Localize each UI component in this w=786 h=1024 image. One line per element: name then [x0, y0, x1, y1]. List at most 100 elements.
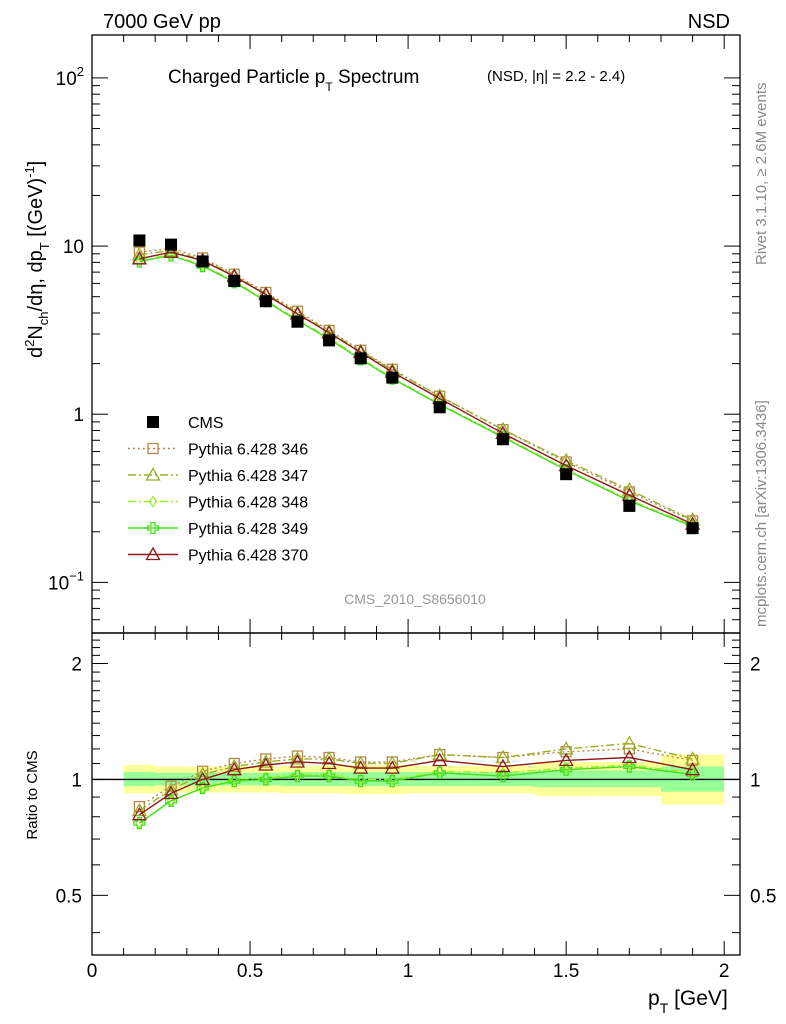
point-cms — [133, 234, 146, 247]
y-tick-label: 1 — [71, 770, 82, 791]
ratio-point-pythia-6-428-370 — [321, 755, 337, 770]
point-cms — [196, 255, 209, 268]
point-cms — [623, 499, 636, 512]
rivet-label: Rivet 3.1.10, ≥ 2.6M events — [753, 83, 770, 266]
ratio-point-pythia-6-428-370 — [163, 785, 179, 800]
legend-label-pythia-6-428-349: Pythia 6.428 349 — [188, 521, 308, 538]
ratio-point-pythia-6-428-370 — [131, 806, 148, 821]
point-cms — [228, 274, 241, 287]
ratio-point-pythia-6-428-370 — [621, 749, 637, 764]
chart-title-extra: (NSD, |η| = 2.2 - 2.4) — [487, 68, 625, 85]
ratio-point-pythia-6-428-347 — [289, 751, 306, 765]
x-tick-label: 1.5 — [553, 961, 579, 982]
y-tick-label: 0.5 — [56, 886, 82, 907]
y-tick-label: 10−1 — [48, 568, 84, 594]
point-cms — [433, 401, 446, 414]
point-pythia-6-428-347 — [131, 246, 148, 261]
y-tick-label: 1 — [73, 405, 84, 426]
ratio-point-pythia-6-428-346 — [291, 750, 304, 762]
chart-title: Charged Particle pT Spectrum — [168, 67, 419, 94]
y-tick-label: 102 — [56, 64, 84, 90]
header-right: NSD — [688, 11, 730, 33]
ratio-point-pythia-6-428-349 — [496, 769, 510, 783]
ratio-point-pythia-6-428-349 — [259, 773, 273, 786]
legend: CMS Pythia 6.428 346 Pythia 6.428 347 Pythi… — [128, 415, 308, 565]
ratio-point-pythia-6-428-349 — [322, 769, 336, 783]
series-line-pythia-6-428-349 — [139, 254, 693, 528]
ratio-point-pythia-6-428-347 — [226, 758, 242, 773]
ratio-point-pythia-6-428-370 — [558, 752, 574, 767]
top-panel-series — [131, 234, 701, 535]
ratio-point-pythia-6-428-370 — [289, 754, 306, 768]
x-tick-label: 2 — [719, 961, 730, 982]
ratio-point-pythia-6-428-346 — [196, 765, 209, 777]
ratio-point-pythia-6-428-370 — [226, 761, 242, 776]
ratio-point-pythia-6-428-349 — [386, 774, 399, 788]
top-panel-frame — [91, 34, 741, 634]
y-tick-label-right: 2 — [750, 654, 761, 675]
ratio-point-pythia-6-428-370 — [353, 760, 369, 774]
point-pythia-6-428-370 — [131, 250, 148, 265]
legend-marker-pythia-6-428-348 — [148, 495, 158, 508]
header-left: 7000 GeV pp — [103, 11, 221, 33]
legend-marker-pythia-6-428-349 — [146, 521, 160, 535]
point-cms — [496, 433, 509, 446]
ratio-point-pythia-6-428-347 — [621, 735, 637, 750]
ratio-point-pythia-6-428-349 — [354, 774, 367, 788]
ratio-point-pythia-6-428-370 — [495, 758, 511, 773]
analysis-watermark: CMS_2010_S8656010 — [344, 591, 486, 607]
legend-marker-pythia-6-428-347 — [145, 467, 161, 481]
ratio-point-pythia-6-428-370 — [684, 761, 701, 776]
ratio-line-pythia-6-428-348 — [139, 764, 693, 824]
legend-label-pythia-6-428-346: Pythia 6.428 346 — [188, 442, 308, 459]
mcplots-label: mcplots.cern.ch [arXiv:1306.3436] — [753, 400, 770, 627]
point-cms — [354, 352, 367, 365]
top-y-axis-label: d2Nch/dη, dpT [(GeV)-1] — [22, 161, 52, 358]
ratio-point-pythia-6-428-347 — [131, 802, 148, 817]
ratio-point-pythia-6-428-349 — [291, 769, 304, 783]
point-pythia-6-428-349 — [133, 255, 146, 268]
ratio-point-pythia-6-428-370 — [195, 771, 211, 786]
ratio-line-pythia-6-428-346 — [139, 748, 693, 808]
y-tick-label: 2 — [71, 654, 82, 675]
ratio-line-pythia-6-428-370 — [139, 756, 693, 816]
ratio-point-pythia-6-428-370 — [432, 752, 448, 767]
x-tick-label: 0 — [87, 961, 98, 982]
legend-label-pythia-6-428-347: Pythia 6.428 347 — [188, 468, 308, 485]
ratio-panel-series — [131, 735, 701, 830]
ratio-point-pythia-6-428-346 — [260, 753, 272, 765]
point-cms — [686, 522, 699, 535]
ratio-point-pythia-6-428-347 — [432, 746, 448, 761]
point-cms — [291, 315, 304, 328]
point-cms — [560, 468, 573, 481]
top-panel-axes: 102 10 1 10−1 — [48, 34, 741, 634]
ratio-panel-frame — [91, 632, 741, 956]
x-tick-label: 1 — [403, 961, 414, 982]
x-tick-label: 0.5 — [237, 961, 263, 982]
point-cms — [386, 371, 399, 384]
ratio-point-pythia-6-428-349 — [196, 781, 209, 795]
legend-marker-cms — [147, 416, 159, 428]
ratio-point-pythia-6-428-349 — [228, 774, 241, 788]
ratio-point-pythia-6-428-346 — [228, 757, 240, 770]
ratio-point-pythia-6-428-347 — [495, 749, 511, 764]
ratio-point-pythia-6-428-346 — [165, 780, 177, 792]
ratio-point-pythia-6-428-349 — [433, 766, 446, 780]
legend-label-cms: CMS — [188, 415, 224, 432]
point-pythia-6-428-347 — [432, 388, 448, 402]
legend-label-pythia-6-428-348: Pythia 6.428 348 — [188, 495, 308, 512]
y-tick-label-right: 0.5 — [750, 886, 776, 907]
x-axis-label: pT [GeV] — [648, 987, 728, 1016]
point-cms — [323, 334, 336, 347]
ratio-y-axis-label: Ratio to CMS — [24, 750, 41, 839]
ratio-point-pythia-6-428-347 — [258, 754, 274, 768]
legend-marker-pythia-6-428-346 — [147, 442, 159, 455]
legend-label-pythia-6-428-370: Pythia 6.428 370 — [188, 548, 308, 565]
y-tick-label: 10 — [63, 237, 84, 258]
ratio-point-pythia-6-428-349 — [623, 760, 636, 773]
point-cms — [259, 295, 272, 308]
ratio-point-pythia-6-428-349 — [133, 816, 146, 830]
point-cms — [165, 238, 178, 251]
legend-marker-pythia-6-428-370 — [145, 546, 161, 561]
